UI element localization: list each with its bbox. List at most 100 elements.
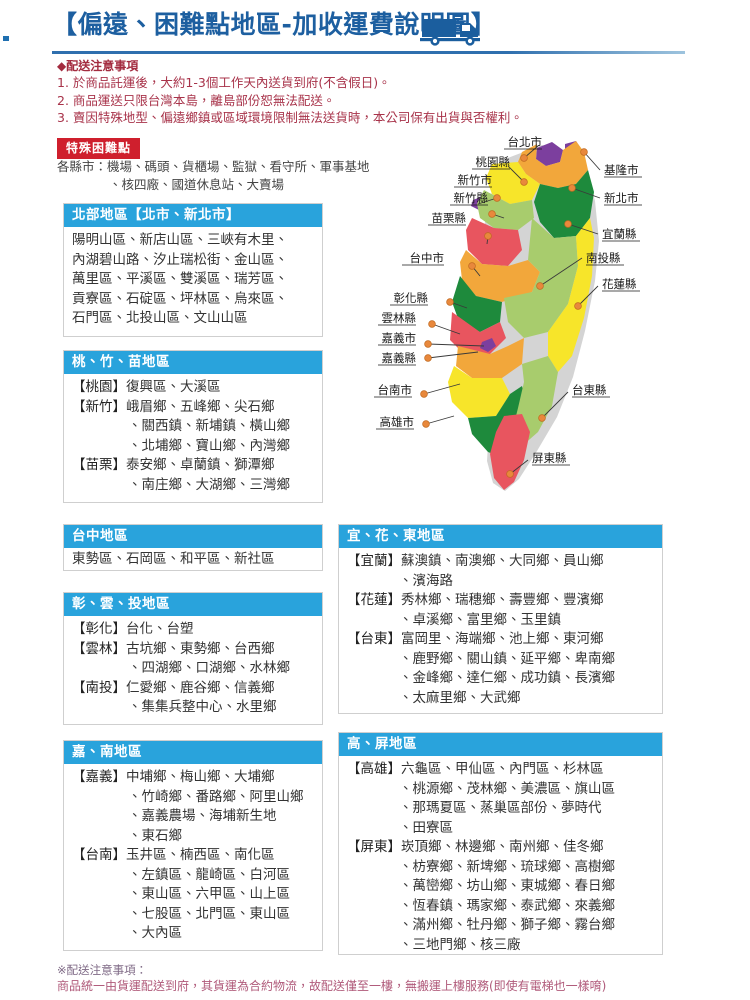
county-tag: 【新竹】 xyxy=(72,398,126,415)
region-line: 東勢區、石岡區、和平區、新社區 xyxy=(72,551,275,567)
footer-notes: ※配送注意事項： 商品統一由貨運配送到府，其貨運為合約物流，故配送僅至一樓，無搬… xyxy=(57,962,717,995)
region-line: 峨眉鄉、五峰鄉、尖石鄉 xyxy=(126,398,275,415)
map-region-chiayi-city xyxy=(480,338,496,352)
map-label-nantou-county: 南投縣 xyxy=(586,251,621,265)
taiwan-map-svg: 台北市 桃園縣 新竹市 新竹縣 苗栗縣 台中市 彰化縣 雲林縣 嘉義市 嘉義縣 … xyxy=(374,135,642,491)
region-box-kaohsiung-pingtung: 高、屏地區 【高雄】六龜區、甲仙區、內門區、杉林區 、桃源鄉、茂林鄉、美濃區、旗… xyxy=(338,732,663,955)
county-tag: 【宜蘭】 xyxy=(347,553,401,569)
region-box-chiayi-tainan: 嘉、南地區 【嘉義】中埔鄉、梅山鄉、大埔鄉 、竹崎鄉、番路鄉、阿里山鄉 、嘉義農… xyxy=(63,740,323,951)
map-region-yilan-county xyxy=(534,170,594,238)
region-box-changhua-yunlin-nantou: 彰、雲、投地區 【彰化】台化、台塑 【雲林】古坑鄉、東勢鄉、台西鄉 、四湖鄉、口… xyxy=(63,592,323,725)
region-line: 、南庄鄉、大湖鄉、三灣鄉 xyxy=(128,476,290,493)
region-body-changhua-yunlin-nantou: 【彰化】台化、台塑 【雲林】古坑鄉、東勢鄉、台西鄉 、四湖鄉、口湖鄉、水林鄉 【… xyxy=(64,616,322,724)
region-line: 石門區、北投山區、文山山區 xyxy=(72,310,248,326)
map-label-chiayi-city: 嘉義市 xyxy=(382,331,417,345)
county-tag: 【台東】 xyxy=(347,631,401,647)
county-tag: 【桃園】 xyxy=(72,379,126,395)
region-box-north: 北部地區【北市、新北市】 陽明山區、新店山區、三峽有木里、 內湖碧山路、汐止瑞松… xyxy=(63,203,323,337)
region-line: 仁愛鄉、鹿谷鄉、信義鄉 xyxy=(126,679,275,696)
map-region-new-taipei-city xyxy=(518,141,588,188)
region-line: 、北埔鄉、寶山鄉、內灣鄉 xyxy=(128,437,290,454)
map-label-hsinchu-city: 新竹市 xyxy=(458,173,493,187)
county-tag: 【高雄】 xyxy=(347,761,401,777)
region-line: 泰安鄉、卓蘭鎮、獅潭鄉 xyxy=(126,457,275,473)
region-line: 、太麻里鄉、大武鄉 xyxy=(399,689,521,706)
region-line: 、卓溪鄉、富里鄉、玉里鎮 xyxy=(399,611,561,628)
region-line: 、恆春鎮、瑪家鄉、泰武鄉、來義鄉 xyxy=(399,897,615,914)
map-region-miaoli-county xyxy=(466,218,522,266)
region-title-chiayi-tainan: 嘉、南地區 xyxy=(64,741,322,764)
region-line: 陽明山區、新店山區、三峽有木里、 xyxy=(72,232,288,248)
map-label-tainan-city: 台南市 xyxy=(378,383,413,397)
region-body-yilan-hualien-taitung: 【宜蘭】蘇澳鎮、南澳鄉、大同鄉、員山鄉 、濱海路 【花蓮】秀林鄉、瑞穗鄉、壽豐鄉… xyxy=(339,548,662,714)
map-label-taoyuan-county: 桃園縣 xyxy=(476,155,511,169)
region-line: 內湖碧山路、汐止瑞松街、金山區、 xyxy=(72,251,288,268)
region-title-kaohsiung-pingtung: 高、屏地區 xyxy=(339,733,662,756)
map-label-hsinchu-county: 新竹縣 xyxy=(454,191,489,205)
special-difficulty-line-1: 各縣市：機場、碼頭、貨櫃場、監獄、看守所、軍事基地 xyxy=(57,159,370,174)
region-body-north: 陽明山區、新店山區、三峽有木里、 內湖碧山路、汐止瑞松街、金山區、 萬里區、平溪… xyxy=(64,227,322,335)
page-header: 【偏遠、困難點地區-加收運費說明圖】 xyxy=(0,6,750,54)
region-line: 、嘉義農場、海埔新生地 xyxy=(128,808,277,824)
county-tag: 【雲林】 xyxy=(72,640,126,657)
county-tag: 【台南】 xyxy=(72,847,126,863)
region-title-north: 北部地區【北市、新北市】 xyxy=(64,204,322,227)
map-region-changhua-county xyxy=(452,276,502,332)
map-label-miaoli-county: 苗栗縣 xyxy=(432,211,467,225)
special-difficulty-list: 各縣市：機場、碼頭、貨櫃場、監獄、看守所、軍事基地 、核四廠、國道休息站、大賣場 xyxy=(57,158,397,194)
map-label-yilan-county: 宜蘭縣 xyxy=(602,227,637,241)
map-label-changhua-county: 彰化縣 xyxy=(394,291,429,305)
map-label-taichung-city: 台中市 xyxy=(410,251,445,265)
region-line: 秀林鄉、瑞穗鄉、壽豐鄉、豐濱鄉 xyxy=(401,592,604,608)
county-tag: 【花蓮】 xyxy=(347,592,401,608)
region-line: 六龜區、甲仙區、內門區、杉林區 xyxy=(401,761,604,777)
region-line: 萬里區、平溪區、雙溪區、瑞芳區、 xyxy=(72,271,288,287)
region-box-yilan-hualien-taitung: 宜、花、東地區 【宜蘭】蘇澳鎮、南澳鄉、大同鄉、員山鄉 、濱海路 【花蓮】秀林鄉… xyxy=(338,524,663,714)
region-line: 、三地門鄉、核三廠 xyxy=(399,936,521,953)
left-edge-marker xyxy=(3,36,9,41)
page-title: 【偏遠、困難點地區-加收運費說明圖】 xyxy=(52,10,497,39)
map-label-pingtung-county: 屏東縣 xyxy=(532,451,567,465)
region-line: 、左鎮區、龍崎區、白河區 xyxy=(128,866,290,883)
region-line: 崁頂鄉、林邊鄉、南州鄉、佳冬鄉 xyxy=(401,839,604,855)
county-tag: 【嘉義】 xyxy=(72,769,126,785)
map-region-hualien-county xyxy=(548,218,594,372)
map-label-hualien-county: 花蓮縣 xyxy=(602,277,637,291)
region-title-taoyuan-hsinchu-miaoli: 桃、竹、苗地區 xyxy=(64,351,322,374)
county-tag: 【彰化】 xyxy=(72,621,126,637)
delivery-note-2: 2. 商品運送只限台灣本島，離島部份恕無法配送。 xyxy=(57,92,336,108)
region-line: 、七股區、北門區、東山區 xyxy=(128,905,290,922)
footer-note-text: 商品統一由貨運配送到府，其貨運為合約物流，故配送僅至一樓，無搬運上樓服務(即使有… xyxy=(57,979,607,993)
region-line: 富岡里、海端鄉、池上鄉、東河鄉 xyxy=(401,631,604,647)
footer-note-heading: ※配送注意事項： xyxy=(57,963,148,977)
region-line: 、集集兵整中心、水里鄉 xyxy=(128,699,277,715)
delivery-notes: ◆配送注意事項 1. 於商品託運後，大約1-3個工作天內送貨到府(不含假日)。 … xyxy=(57,58,617,127)
taiwan-region-map: 台北市 桃園縣 新竹市 新竹縣 苗栗縣 台中市 彰化縣 雲林縣 嘉義市 嘉義縣 … xyxy=(332,126,750,504)
delivery-note-3: 3. 賣因特殊地型、偏遠鄉鎮或區域環境限制無法送貨時，本公司保有出貨與否權利。 xyxy=(57,110,523,125)
region-line: 中埔鄉、梅山鄉、大埔鄉 xyxy=(126,769,275,785)
special-difficulty-badge: 特殊困難點 xyxy=(57,138,141,159)
region-title-taichung: 台中地區 xyxy=(64,525,322,548)
region-line: 、東石鄉 xyxy=(128,827,182,844)
county-tag: 【苗栗】 xyxy=(72,457,126,473)
map-label-keelung-city: 基隆市 xyxy=(604,163,639,177)
map-dots xyxy=(420,148,588,478)
map-region-tainan-city xyxy=(448,366,510,418)
map-region-pingtung-county xyxy=(490,414,530,490)
region-line: 、竹崎鄉、番路鄉、阿里山鄉 xyxy=(128,788,304,805)
region-line: 、枋寮鄉、新埤鄉、琉球鄉、高樹鄉 xyxy=(399,858,615,875)
region-title-yilan-hualien-taitung: 宜、花、東地區 xyxy=(339,525,662,548)
map-label-new-taipei-city: 新北市 xyxy=(604,191,639,205)
special-difficulty-badge-row: 特殊困難點 xyxy=(57,137,141,159)
region-body-taoyuan-hsinchu-miaoli: 【桃園】復興區、大溪區 【新竹】峨眉鄉、五峰鄉、尖石鄉 、關西鎮、新埔鎮、橫山鄉… xyxy=(64,374,322,501)
map-label-taipei-city: 台北市 xyxy=(508,135,543,149)
region-body-kaohsiung-pingtung: 【高雄】六龜區、甲仙區、內門區、杉林區 、桃源鄉、茂林鄉、美濃區、旗山區 、那瑪… xyxy=(339,756,662,961)
region-line: 、東山區、六甲區、山上區 xyxy=(128,886,290,902)
region-line: 蘇澳鎮、南澳鄉、大同鄉、員山鄉 xyxy=(401,553,604,569)
region-line: 、濱海路 xyxy=(399,572,453,589)
region-line: 玉井區、楠西區、南化區 xyxy=(126,847,275,863)
region-line: 、滿州鄉、牡丹鄉、獅子鄉、霧台鄉 xyxy=(399,917,615,933)
map-label-underlines xyxy=(374,148,642,466)
region-box-taichung: 台中地區 東勢區、石岡區、和平區、新社區 xyxy=(63,524,323,571)
